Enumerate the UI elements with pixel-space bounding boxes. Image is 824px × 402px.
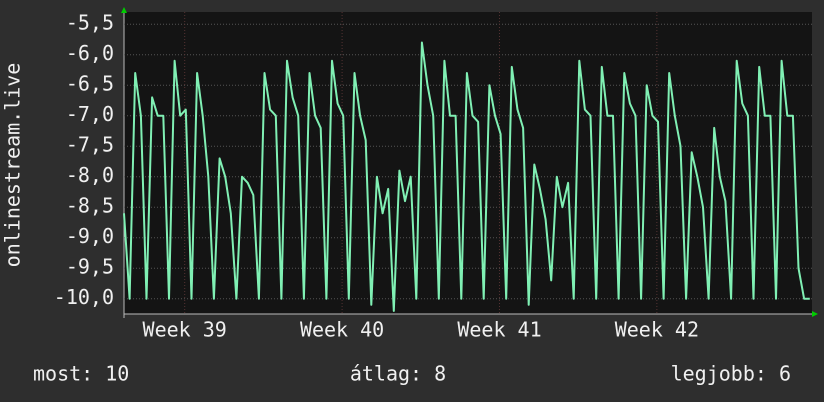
- y-tick-label: -10,0: [54, 285, 114, 309]
- y-tick-label: -8,0: [66, 163, 114, 187]
- y-tick-label: -7,0: [66, 102, 114, 126]
- series-line: [123, 41, 810, 312]
- y-tick-label: -9,0: [66, 224, 114, 248]
- y-tick-label: -6,0: [66, 41, 114, 65]
- stat-current: most: 10: [33, 362, 129, 386]
- y-tick-label: -8,5: [66, 194, 114, 218]
- y-tick-label: -5,5: [66, 11, 114, 35]
- stat-best: legjobb: 6: [671, 362, 791, 386]
- x-tick-label: Week 41: [457, 318, 541, 342]
- y-arrow: [121, 7, 127, 13]
- x-tick-label: Week 42: [615, 318, 699, 342]
- y-tick-label: -6,5: [66, 72, 114, 96]
- x-tick-label: Week 40: [300, 318, 384, 342]
- y-axis-label: onlinestream.live: [1, 63, 25, 268]
- y-tick-label: -7,5: [66, 133, 114, 157]
- x-tick-label: Week 39: [143, 318, 227, 342]
- stat-average: átlag: 8: [350, 362, 446, 386]
- y-tick-label: -9,5: [66, 255, 114, 279]
- x-arrow: [812, 311, 818, 317]
